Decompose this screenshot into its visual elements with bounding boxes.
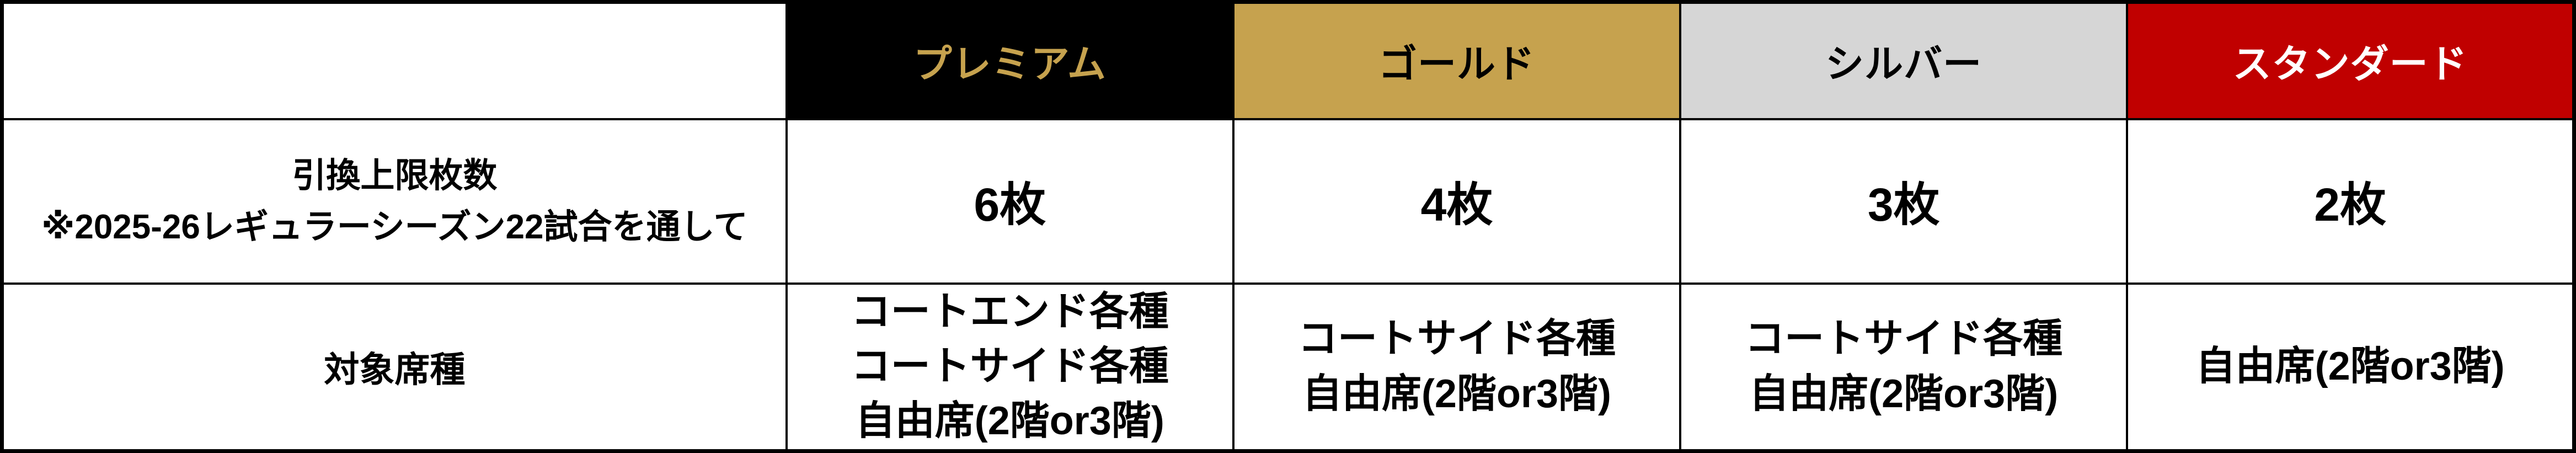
seat-types-row: 対象席種 コートエンド各種 コートサイド各種 自由席(2階or3階) コートサイ… [1, 282, 2575, 452]
seat-types-silver: コートサイド各種 自由席(2階or3階) [1679, 282, 2129, 452]
seat-line: 自由席(2階or3階) [1749, 371, 2059, 416]
corner-cell [1, 1, 788, 120]
seat-types-label-cell: 対象席種 [1, 282, 788, 452]
seat-line: コートサイド各種 [851, 344, 1169, 388]
seat-line: コートサイド各種 [1297, 317, 1616, 361]
seat-line: コートサイド各種 [1745, 317, 2063, 361]
tier-header-premium: プレミアム [785, 1, 1234, 120]
seat-types-standard: 自由席(2階or3階) [2126, 282, 2575, 452]
seat-line: 自由席(2階or3階) [1302, 371, 1611, 416]
tier-header-standard: スタンダード [2126, 1, 2575, 120]
limit-value-gold: 4枚 [1232, 118, 1682, 285]
header-row: プレミアム ゴールド シルバー スタンダード [1, 1, 2575, 120]
limit-value-premium: 6枚 [785, 118, 1234, 285]
exchange-limit-label-cell: 引換上限枚数 ※2025-26レギュラーシーズン22試合を通して [1, 118, 788, 285]
seat-types-premium: コートエンド各種 コートサイド各種 自由席(2階or3階) [785, 282, 1234, 452]
seat-types-title: 対象席種 [324, 349, 466, 390]
seat-line: 自由席(2階or3階) [855, 399, 1164, 444]
limit-value-silver: 3枚 [1679, 118, 2129, 285]
limit-value-standard: 2枚 [2126, 118, 2575, 285]
seat-line: コートエンド各種 [851, 289, 1169, 334]
tier-header-gold: ゴールド [1232, 1, 1682, 120]
tier-header-silver: シルバー [1679, 1, 2129, 120]
seat-types-gold: コートサイド各種 自由席(2階or3階) [1232, 282, 1682, 452]
exchange-limit-title: 引換上限枚数 [292, 156, 498, 195]
exchange-limit-row: 引換上限枚数 ※2025-26レギュラーシーズン22試合を通して 6枚 4枚 3… [1, 118, 2575, 285]
exchange-limit-note: ※2025-26レギュラーシーズン22試合を通して [41, 207, 748, 246]
seat-line: 自由席(2階or3階) [2195, 344, 2505, 388]
